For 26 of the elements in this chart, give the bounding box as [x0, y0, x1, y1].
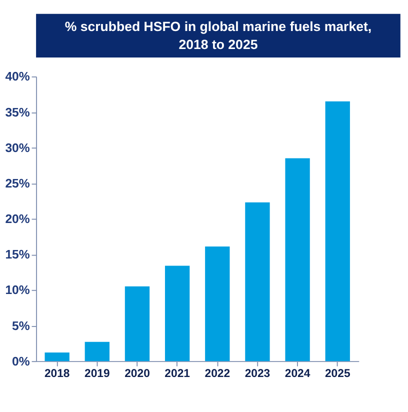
- x-tick-label: 2022: [204, 368, 230, 380]
- y-tick-label: 25%: [5, 176, 30, 190]
- x-tick-label: 2020: [124, 368, 150, 380]
- y-tick-label: 15%: [5, 248, 30, 262]
- y-tick-label: 30%: [5, 140, 30, 155]
- x-tick-label: 2019: [84, 368, 110, 380]
- y-tick-label: 0%: [12, 354, 30, 368]
- bar: [84, 342, 110, 362]
- chart-title: % scrubbed HSFO in global marine fuels market, 2018 to 2025: [64, 18, 372, 52]
- y-tick-label: 40%: [5, 70, 30, 84]
- x-tick-label: 2024: [284, 368, 311, 380]
- x-tick-label: 2023: [244, 368, 270, 380]
- y-tick-label: 35%: [5, 105, 30, 120]
- x-tick-label: 2021: [164, 368, 191, 380]
- bar: [164, 266, 190, 362]
- y-tick-label: 20%: [5, 212, 30, 226]
- y-tick-label: 5%: [12, 318, 30, 333]
- bar: [245, 202, 270, 362]
- bar: [124, 286, 150, 362]
- bar: [325, 101, 350, 362]
- y-tick-label: 10%: [5, 283, 30, 298]
- bar: [205, 246, 230, 362]
- bar: [285, 158, 310, 362]
- x-tick-label: 2025: [324, 368, 351, 380]
- bar: [44, 352, 70, 362]
- x-tick-label: 2018: [44, 368, 70, 380]
